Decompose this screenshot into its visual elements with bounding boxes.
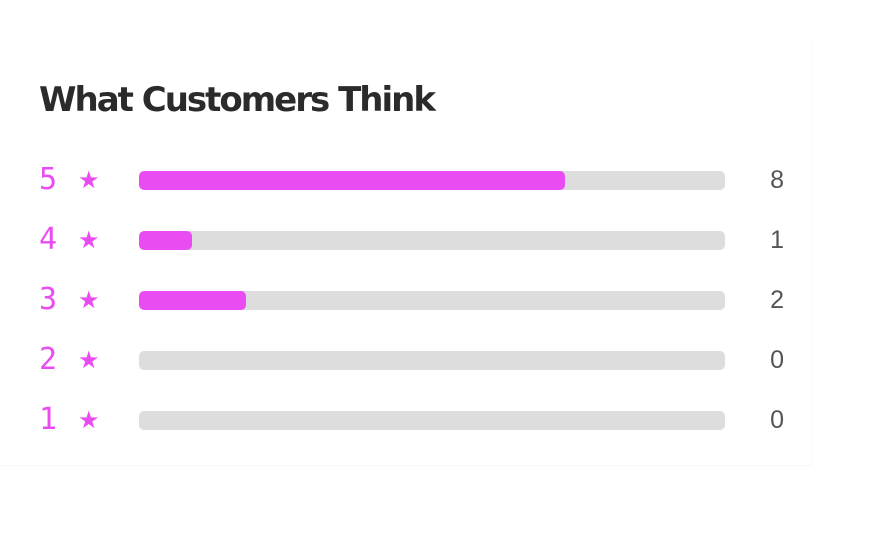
rating-count: 1	[770, 226, 784, 254]
ratings-card: What Customers Think 5 ★ 8 4 ★ 1 3 ★ 2	[0, 40, 812, 465]
rating-count: 2	[770, 286, 784, 314]
rating-row-5: 5 ★ 8	[0, 160, 812, 220]
star-icon: ★	[78, 406, 100, 434]
rating-count: 8	[770, 166, 784, 194]
star-icon: ★	[78, 166, 100, 194]
rating-bar-track	[139, 171, 725, 190]
rating-star-number: 2	[39, 342, 58, 377]
rating-bar-track	[139, 351, 725, 370]
star-icon: ★	[78, 286, 100, 314]
rating-breakdown: 5 ★ 8 4 ★ 1 3 ★ 2 2 ★	[0, 160, 812, 460]
rating-row-3: 3 ★ 2	[0, 280, 812, 340]
rating-bar-fill	[139, 291, 246, 310]
star-icon: ★	[78, 226, 100, 254]
rating-row-2: 2 ★ 0	[0, 340, 812, 400]
star-icon: ★	[78, 346, 100, 374]
rating-bar-track	[139, 411, 725, 430]
rating-bar-track	[139, 291, 725, 310]
rating-count: 0	[770, 406, 784, 434]
rating-count: 0	[770, 346, 784, 374]
section-title: What Customers Think	[39, 80, 436, 120]
rating-star-number: 1	[39, 402, 58, 437]
rating-bar-fill	[139, 231, 193, 250]
rating-star-number: 5	[39, 162, 58, 197]
rating-row-1: 1 ★ 0	[0, 400, 812, 460]
rating-star-number: 3	[39, 282, 58, 317]
rating-bar-fill	[139, 171, 566, 190]
rating-row-4: 4 ★ 1	[0, 220, 812, 280]
rating-star-number: 4	[39, 222, 58, 257]
rating-bar-track	[139, 231, 725, 250]
